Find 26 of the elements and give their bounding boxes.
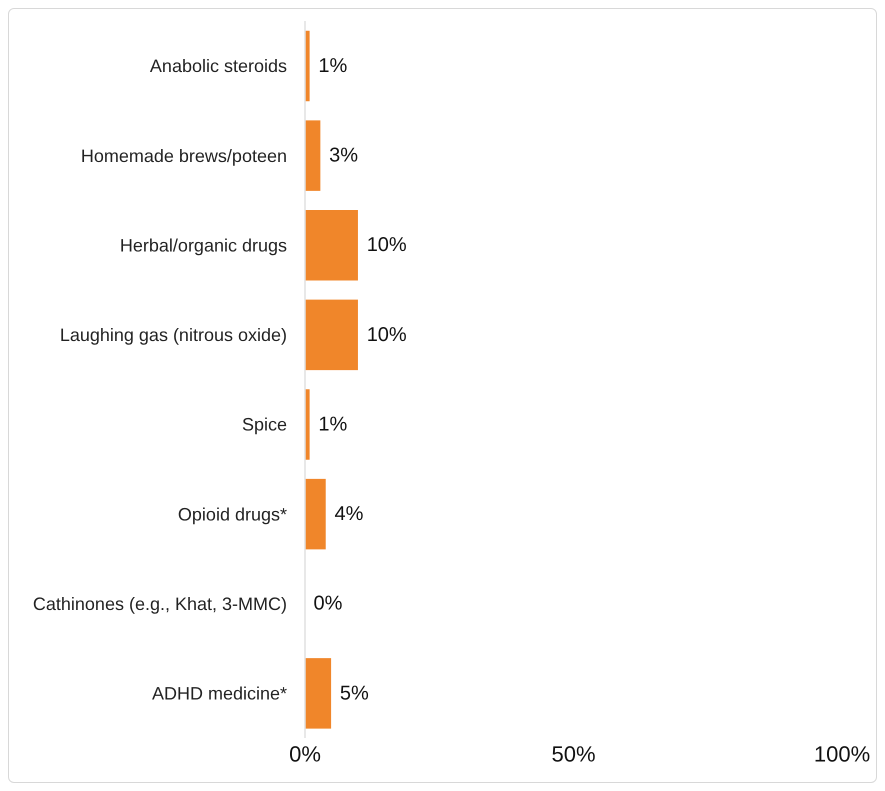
bar: [305, 208, 360, 282]
data-label: 1%: [318, 54, 348, 77]
y-tick-label: ADHD medicine*: [152, 684, 287, 704]
data-label: 5%: [340, 682, 369, 704]
y-tick-label: Spice: [242, 414, 287, 435]
data-label: 0%: [314, 592, 343, 615]
data-label: 4%: [334, 503, 364, 526]
data-label: 1%: [318, 413, 348, 436]
y-tick-label: Laughing gas (nitrous oxide): [60, 325, 287, 346]
bar: [305, 656, 333, 730]
data-label: 3%: [329, 144, 358, 167]
x-tick-label: 100%: [814, 742, 870, 767]
x-tick-label: 50%: [551, 742, 596, 767]
y-tick-label: Herbal/organic drugs: [120, 235, 287, 256]
data-label: 10%: [366, 234, 407, 256]
bar: [305, 298, 360, 372]
bar: [305, 118, 322, 192]
data-label: 10%: [366, 324, 407, 346]
x-tick-label: 0%: [289, 742, 321, 767]
y-tick-label: Anabolic steroids: [150, 56, 287, 76]
y-tick-label: Cathinones (e.g., Khat, 3-MMC): [32, 594, 287, 614]
bar: [305, 477, 328, 551]
bar: [305, 29, 312, 103]
y-tick-label: Homemade brews/poteen: [80, 146, 287, 166]
y-tick-label: Opioid drugs*: [178, 504, 287, 524]
bar: [305, 388, 312, 462]
